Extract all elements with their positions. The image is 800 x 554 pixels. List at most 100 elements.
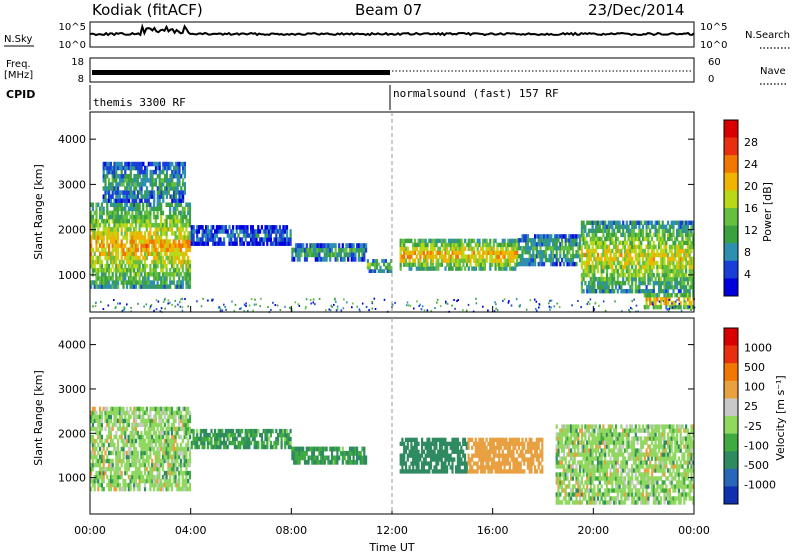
colorbar-swatch xyxy=(724,120,738,138)
power-band xyxy=(643,293,695,310)
velocity-band xyxy=(399,437,468,474)
colorbar-swatch xyxy=(724,328,738,346)
colorbar-tick-label: 8 xyxy=(744,246,751,259)
freq-left-tick-bottom: 8 xyxy=(78,74,84,85)
power-panel: 4000 3000 2000 1000 Slant Range [km] 28 24 20… xyxy=(32,111,774,314)
colorbar-swatch xyxy=(724,260,738,279)
nsky-right-tick-bottom: 10^0 xyxy=(700,40,727,51)
power-band xyxy=(580,220,695,294)
velocity-ylabel: Slant Range [km] xyxy=(32,370,45,466)
y-tick-label: 2000 xyxy=(58,427,86,440)
colorbar-tick-label: 28 xyxy=(744,136,758,149)
x-tick-label: 00:00 xyxy=(74,524,106,537)
colorbar-swatch xyxy=(724,486,738,505)
colorbar-tick-label: 24 xyxy=(744,158,758,171)
velocity-band xyxy=(555,424,695,505)
colorbar-tick-label: -100 xyxy=(744,439,769,452)
power-band xyxy=(190,225,292,246)
colorbar-swatch xyxy=(724,208,738,226)
power-colorbar: 28 24 20 16 12 8 4 xyxy=(723,119,758,297)
freq-trace xyxy=(92,70,390,75)
colorbar-swatch xyxy=(724,398,738,417)
power-ylabel: Slant Range [km] xyxy=(32,164,45,260)
nsearch-label: N.Search xyxy=(745,30,790,41)
colorbar-swatch xyxy=(724,278,738,297)
power-band xyxy=(90,202,192,289)
power-colorbar-label: Power [dB] xyxy=(761,182,774,242)
nsky-left-tick-top: 10^5 xyxy=(59,22,86,33)
cpid-label: CPID xyxy=(6,88,35,101)
freq-label-1: Freq. xyxy=(6,59,31,70)
y-tick-label: 1000 xyxy=(58,472,86,485)
freq-panel: Freq. [MHz] 18 8 60 0 Nave xyxy=(4,57,788,85)
colorbar-swatch xyxy=(724,380,738,399)
freq-right-tick-bottom: 0 xyxy=(708,74,714,85)
nsky-panel: N.Sky 10^5 10^0 10^5 10^0 N.Search xyxy=(4,21,790,51)
velocity-panel: 4000 3000 2000 1000 Slant Range [km] 1000 50… xyxy=(32,317,787,515)
nsky-right-tick-top: 10^5 xyxy=(700,22,727,33)
colorbar-tick-label: -25 xyxy=(744,420,762,433)
x-tick-label: 16:00 xyxy=(477,524,509,537)
colorbar-swatch xyxy=(724,190,738,209)
power-band xyxy=(517,234,582,267)
y-tick-label: 1000 xyxy=(58,269,86,282)
x-tick-label: 04:00 xyxy=(175,524,207,537)
x-tick-label: 12:00 xyxy=(376,524,408,537)
x-axis-label: Time UT xyxy=(368,541,414,554)
y-tick-label: 4000 xyxy=(58,339,86,352)
x-tick-label: 00:00 xyxy=(678,524,710,537)
x-tick-label: 20:00 xyxy=(577,524,609,537)
velocity-band xyxy=(291,446,368,465)
nsky-label: N.Sky xyxy=(4,34,32,45)
freq-frame xyxy=(89,57,695,83)
colorbar-swatch xyxy=(724,345,738,364)
beam-title: Beam 07 xyxy=(355,1,422,19)
colorbar-tick-label: 500 xyxy=(744,361,765,374)
power-band xyxy=(291,243,368,262)
power-low-range-noise xyxy=(92,297,696,314)
power-plot-area xyxy=(90,161,696,314)
colorbar-swatch xyxy=(724,433,738,452)
velocity-plot-area xyxy=(90,406,695,505)
nsky-left-tick-bottom: 10^0 xyxy=(59,40,86,51)
colorbar-swatch xyxy=(724,416,738,434)
date-title: 23/Dec/2014 xyxy=(588,1,684,19)
x-tick-label: 08:00 xyxy=(275,524,307,537)
velocity-band xyxy=(190,428,292,450)
freq-right-tick-top: 60 xyxy=(708,57,721,68)
x-axis-ticks: 00:00 04:00 08:00 12:00 16:00 20:00 00:00 xyxy=(74,306,710,537)
colorbar-swatch xyxy=(724,137,738,156)
cpid-mode-2: normalsound (fast) 157 RF xyxy=(393,87,559,100)
freq-left-tick-top: 18 xyxy=(71,57,84,68)
colorbar-swatch xyxy=(724,468,738,487)
colorbar-tick-label: -500 xyxy=(744,459,769,472)
velocity-colorbar-label: Velocity [m s⁻¹] xyxy=(774,375,787,460)
velocity-colorbar: 1000 500 100 25 -25 -100 -500 -1000 xyxy=(723,327,776,505)
cpid-panel: CPID themis 3300 RF normalsound (fast) 1… xyxy=(6,85,559,110)
velocity-yticks: 4000 3000 2000 1000 xyxy=(58,339,694,485)
colorbar-tick-label: -1000 xyxy=(744,478,776,491)
colorbar-tick-label: 4 xyxy=(744,268,751,281)
power-band xyxy=(102,161,186,203)
nave-label: Nave xyxy=(760,66,786,77)
velocity-band xyxy=(90,406,192,492)
colorbar-frame xyxy=(723,119,739,297)
colorbar-tick-label: 16 xyxy=(744,202,758,215)
colorbar-tick-label: 1000 xyxy=(744,342,772,355)
colorbar-tick-label: 12 xyxy=(744,224,758,237)
y-tick-label: 3000 xyxy=(58,383,86,396)
colorbar-swatch xyxy=(724,243,738,262)
power-band xyxy=(366,259,393,273)
y-tick-label: 3000 xyxy=(58,178,86,191)
power-yticks: 4000 3000 2000 1000 xyxy=(58,133,694,282)
radar-title: Kodiak (fitACF) xyxy=(92,1,203,19)
nsky-trace xyxy=(89,23,695,37)
colorbar-swatch xyxy=(724,225,738,244)
colorbar-tick-label: 25 xyxy=(744,400,758,413)
colorbar-swatch xyxy=(724,155,738,174)
colorbar-tick-label: 100 xyxy=(744,381,765,394)
y-tick-label: 4000 xyxy=(58,133,86,146)
power-band xyxy=(399,238,519,271)
freq-label-2: [MHz] xyxy=(4,70,33,81)
